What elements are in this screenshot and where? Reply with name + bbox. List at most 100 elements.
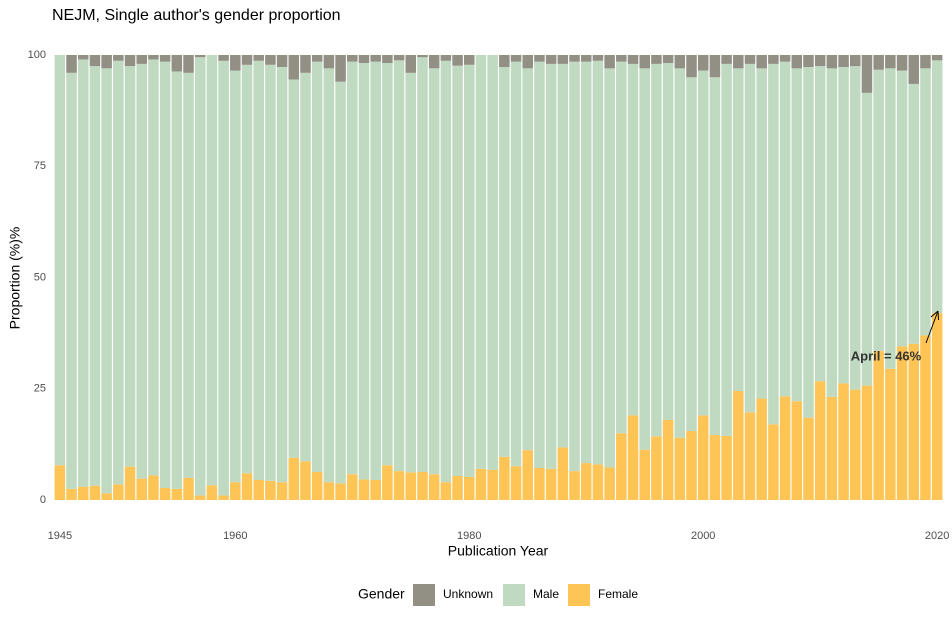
bar-segment [522, 450, 534, 500]
bar-segment [393, 471, 405, 500]
bar-segment [861, 55, 873, 93]
bar-segment [709, 55, 721, 78]
bar-segment [733, 55, 744, 69]
bar-segment [791, 68, 803, 402]
x-tick-label: 2000 [691, 530, 715, 542]
bar-segment [405, 472, 417, 500]
bar-segment [896, 346, 908, 500]
bar-segment [347, 474, 358, 500]
bar-segment [499, 456, 510, 500]
bar-segment [440, 482, 452, 500]
legend-title: Gender [358, 586, 405, 602]
bar-segment [510, 61, 522, 467]
bar-segment [300, 55, 311, 73]
bar-segment [101, 493, 112, 500]
bar-segment [148, 55, 159, 60]
bar-segment [522, 68, 534, 451]
bar-segment [194, 495, 206, 500]
x-tick-label: 1960 [223, 530, 247, 542]
bar-segment [838, 67, 849, 384]
bar-segment [206, 485, 218, 500]
x-tick-label: 1945 [48, 530, 72, 542]
bar-segment [908, 343, 920, 500]
bar-segment [850, 55, 861, 67]
bar-segment [241, 473, 253, 500]
bar-segment [697, 70, 709, 416]
bar-segment [487, 55, 498, 470]
bar-segment [850, 389, 861, 500]
x-axis-label: Publication Year [448, 543, 549, 559]
bar-segment [288, 79, 300, 458]
bar-segment [230, 482, 241, 500]
bar-segment [428, 68, 440, 475]
legend-swatch [413, 584, 435, 606]
bar-segment [159, 487, 171, 500]
bar-segment [838, 55, 849, 68]
bar-segment [569, 471, 580, 500]
bar-segment [721, 435, 732, 500]
bar-segment [335, 81, 346, 484]
bar-segment [697, 415, 709, 500]
bar-segment [183, 477, 194, 500]
bar-segment [931, 60, 943, 314]
bar-segment [335, 55, 346, 82]
bar-segment [768, 424, 779, 500]
bar-segment [54, 465, 66, 500]
bar-segment [218, 60, 229, 496]
bar-segment [931, 313, 943, 500]
bar-segment [662, 55, 674, 64]
bar-segment [768, 55, 779, 64]
bar-segment [826, 55, 838, 69]
bar-segment [686, 77, 697, 432]
bar-segment [896, 55, 908, 71]
legend-label: Unknown [443, 587, 493, 601]
bar-segment [463, 55, 475, 65]
y-tick-label: 75 [34, 160, 46, 172]
bar-segment [826, 68, 838, 397]
bar-segment [230, 70, 241, 483]
bar-segment [311, 55, 323, 62]
bar-segment [662, 419, 674, 500]
bar-segment [417, 471, 428, 500]
bar-segment [686, 431, 697, 500]
bar-segment [873, 69, 884, 351]
bar-segment [347, 61, 358, 475]
bar-segment [768, 63, 779, 425]
bar-segment [826, 396, 838, 500]
bar-segment [651, 63, 662, 437]
bar-segment [206, 55, 218, 486]
bar-segment [580, 55, 592, 62]
bar-segment [744, 63, 756, 413]
bar-segment [920, 55, 931, 69]
annotation: April = 46% [851, 348, 922, 363]
bar-segment [592, 464, 604, 500]
bar-segment [136, 63, 147, 479]
bar-segment [452, 65, 463, 476]
bar-segment [475, 55, 487, 469]
bar-segment [733, 390, 744, 500]
bar-segment [616, 61, 627, 434]
bar-segment [651, 55, 662, 64]
bar-segment [674, 55, 686, 69]
bar-segment [557, 447, 569, 500]
bar-segment [779, 55, 791, 62]
bar-segment [230, 55, 241, 71]
bar-segment [709, 435, 721, 500]
bar-segment [428, 474, 440, 500]
bar-segment [534, 61, 545, 468]
bar-segment [183, 55, 194, 73]
bar-segment [873, 55, 884, 70]
bar-segment [896, 70, 908, 347]
bar-segment [616, 55, 627, 62]
bar-segment [686, 55, 697, 78]
bar-segment [814, 66, 826, 382]
bar-segment [885, 368, 896, 500]
bar-segment [499, 67, 510, 457]
bar-segment [124, 466, 136, 500]
bar-segment [405, 55, 417, 73]
bar-segment [733, 68, 744, 391]
bar-segment [814, 381, 826, 500]
bar-segment [159, 55, 171, 62]
bar-segment [89, 485, 101, 500]
legend-swatch [503, 584, 525, 606]
